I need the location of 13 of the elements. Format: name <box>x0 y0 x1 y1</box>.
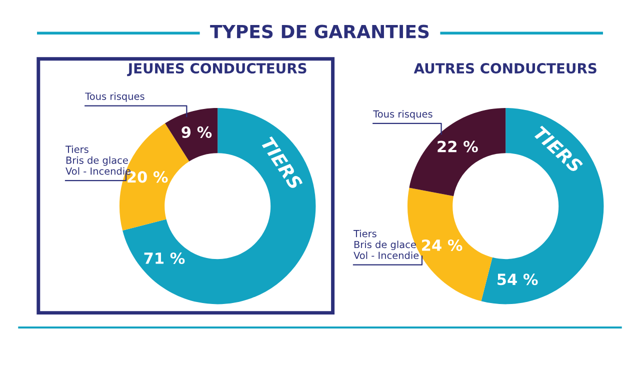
data-label: 54 % <box>498 274 538 286</box>
chart-title: AUTRES CONDUCTEURS <box>414 63 596 74</box>
donut-slice <box>165 108 218 162</box>
slice-label: Tous risques <box>373 110 432 120</box>
data-label: 22 % <box>438 140 478 152</box>
slice-label: Tiers Bris de glace Vol - Incendie <box>353 230 419 260</box>
slice-label: Tous risques <box>85 92 144 102</box>
data-label: 71 % <box>144 252 185 264</box>
data-label: 9 % <box>182 126 212 138</box>
data-label: 24 % <box>422 239 462 251</box>
text: TYPES DE GARANTIES <box>210 24 429 38</box>
chart-title: JEUNES CONDUCTEURS <box>127 63 306 76</box>
donut-slice <box>481 108 604 304</box>
